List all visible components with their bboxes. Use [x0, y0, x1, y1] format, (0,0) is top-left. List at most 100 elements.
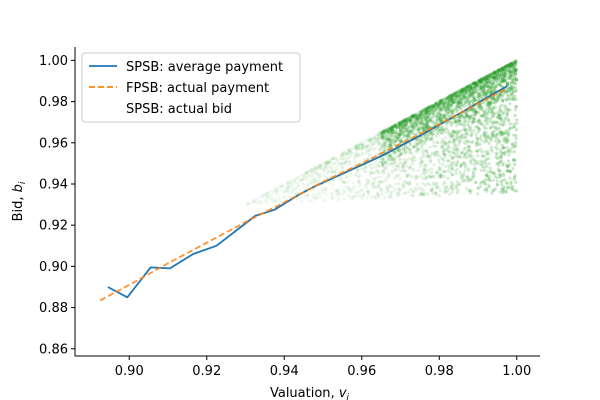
- scatter-point: [379, 187, 383, 191]
- scatter-point: [438, 101, 442, 105]
- scatter-point: [473, 162, 477, 166]
- scatter-point: [366, 150, 370, 154]
- scatter-point: [511, 167, 515, 171]
- scatter-point: [382, 141, 386, 145]
- scatter-point: [514, 59, 518, 63]
- scatter-point: [469, 93, 473, 97]
- scatter-point: [404, 180, 408, 184]
- scatter-point: [341, 157, 346, 161]
- scatter-point: [513, 158, 517, 162]
- scatter-point: [294, 192, 298, 196]
- scatter-point: [462, 93, 466, 97]
- scatter-point: [410, 115, 414, 119]
- scatter-point: [419, 110, 423, 114]
- scatter-point: [482, 109, 486, 113]
- scatter-point: [395, 165, 399, 169]
- scatter-point: [407, 116, 411, 120]
- scatter-point: [340, 157, 344, 161]
- scatter-point: [499, 133, 503, 137]
- scatter-point: [456, 101, 460, 105]
- scatter-point: [344, 184, 348, 188]
- scatter-point: [478, 81, 482, 85]
- scatter-point: [257, 199, 261, 203]
- scatter-point: [496, 69, 500, 73]
- scatter-point: [493, 71, 497, 75]
- scatter-point: [433, 114, 438, 118]
- scatter-point: [491, 130, 495, 134]
- scatter-point: [502, 79, 506, 83]
- scatter-point: [457, 94, 461, 98]
- scatter-point: [433, 191, 437, 195]
- scatter-point: [450, 132, 454, 136]
- scatter-point: [465, 115, 469, 119]
- scatter-point: [488, 75, 492, 79]
- scatter-point: [513, 61, 517, 65]
- scatter-point: [465, 187, 469, 191]
- scatter-point: [511, 86, 515, 90]
- scatter-point: [407, 116, 411, 120]
- scatter-point: [420, 126, 424, 130]
- scatter-point: [463, 104, 468, 108]
- scatter-point: [501, 68, 505, 72]
- scatter-point: [507, 130, 511, 134]
- scatter-point: [422, 168, 426, 172]
- scatter-point: [341, 153, 345, 157]
- scatter-point: [467, 189, 472, 193]
- scatter-point: [462, 177, 466, 181]
- scatter-point: [278, 184, 282, 189]
- scatter-point: [412, 124, 416, 128]
- scatter-point: [428, 105, 432, 109]
- scatter-point: [394, 134, 398, 138]
- scatter-point: [496, 161, 500, 165]
- scatter-point: [508, 87, 512, 91]
- scatter-point: [435, 115, 439, 119]
- scatter-point: [408, 181, 412, 186]
- scatter-point: [412, 145, 416, 149]
- scatter-point: [430, 136, 434, 140]
- scatter-point: [365, 189, 369, 193]
- scatter-point: [485, 77, 489, 81]
- scatter-point: [468, 86, 473, 90]
- scatter-point: [398, 134, 402, 138]
- scatter-point: [341, 165, 345, 169]
- scatter-point: [289, 192, 293, 196]
- scatter-point: [507, 65, 511, 69]
- scatter-point: [501, 98, 505, 103]
- scatter-point: [425, 107, 429, 111]
- scatter-point: [409, 165, 413, 169]
- scatter-point: [372, 165, 376, 169]
- scatter-point: [482, 76, 486, 80]
- scatter-point: [288, 181, 292, 185]
- scatter-point: [382, 142, 386, 146]
- scatter-point: [461, 174, 465, 178]
- scatter-point: [455, 94, 459, 98]
- scatter-point: [450, 109, 454, 113]
- scatter-point: [498, 83, 502, 87]
- scatter-point: [497, 68, 501, 72]
- scatter-point: [390, 130, 394, 134]
- scatter-point: [469, 86, 473, 90]
- scatter-point: [444, 164, 448, 168]
- scatter-point: [484, 126, 488, 131]
- scatter-point: [500, 75, 504, 79]
- scatter-point: [321, 166, 325, 170]
- scatter-point: [381, 136, 385, 140]
- scatter-point: [429, 154, 433, 158]
- scatter-point: [442, 104, 446, 108]
- scatter-point: [356, 144, 360, 148]
- scatter-point: [472, 81, 476, 85]
- scatter-point: [286, 183, 290, 187]
- scatter-point: [405, 119, 409, 123]
- scatter-point: [311, 167, 315, 171]
- scatter-point: [465, 151, 469, 155]
- scatter-point: [471, 117, 475, 121]
- scatter-point: [387, 171, 391, 175]
- scatter-point: [405, 164, 409, 168]
- scatter-point: [266, 192, 270, 196]
- scatter-point: [493, 99, 497, 103]
- scatter-point: [469, 162, 474, 166]
- scatter-point: [416, 111, 420, 115]
- scatter-point: [503, 79, 507, 83]
- scatter-point: [323, 164, 328, 168]
- scatter-point: [491, 79, 495, 83]
